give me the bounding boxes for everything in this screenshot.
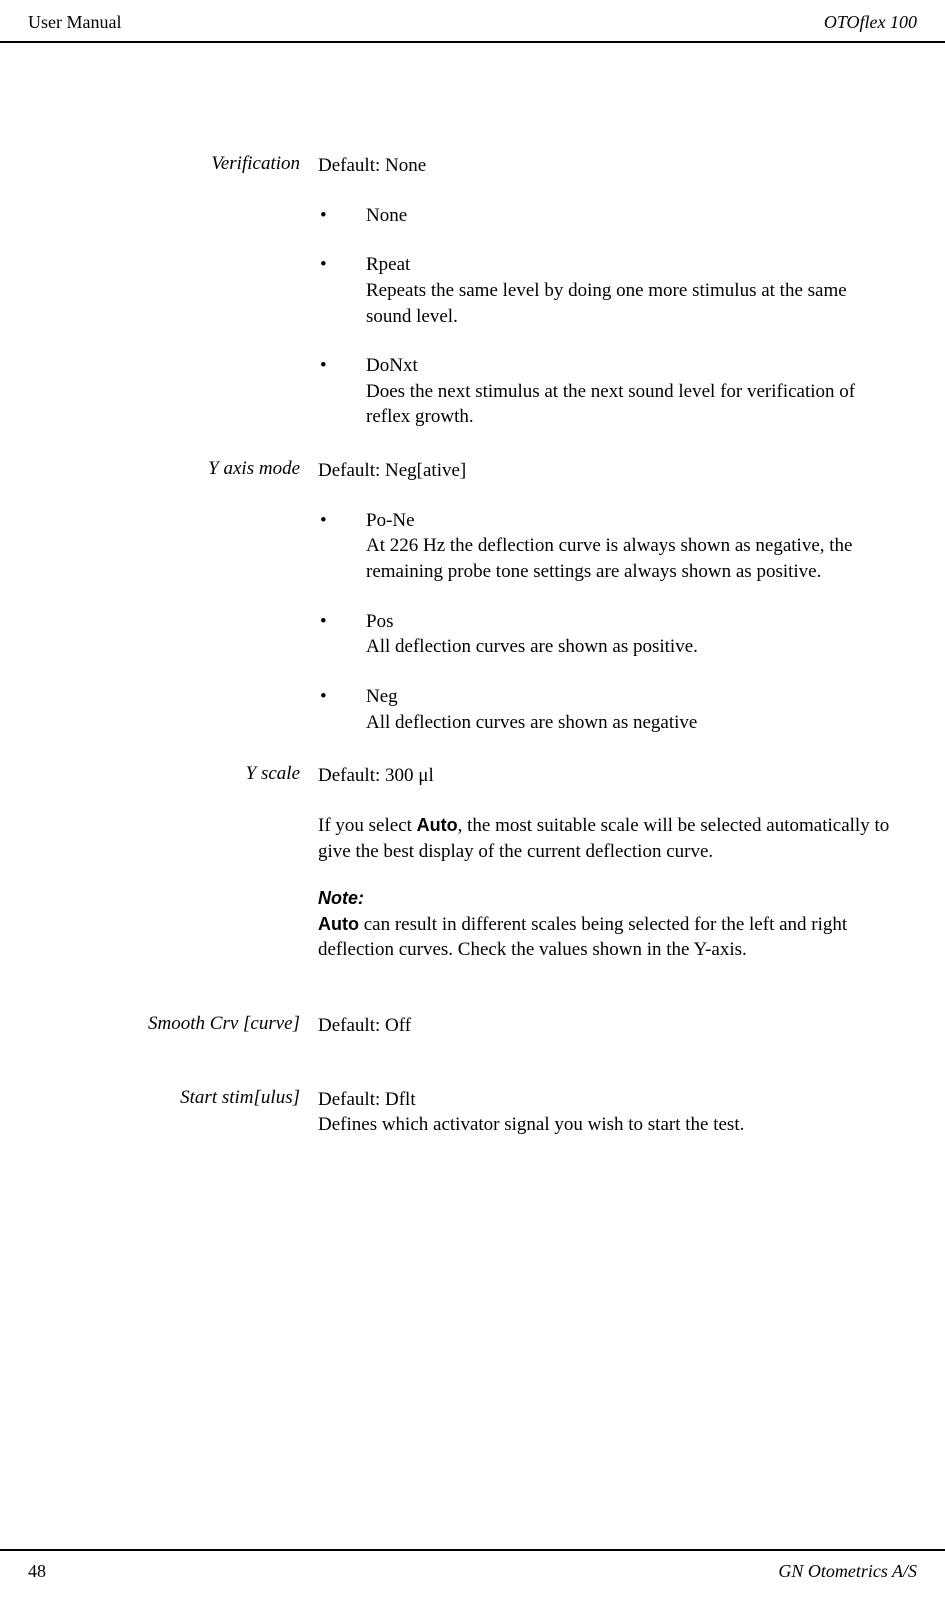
item-desc: All deflection curves are shown as negat… [366, 710, 895, 736]
yscale-content: Default: 300 μl If you select Auto, the … [318, 763, 905, 985]
item-desc: Does the next stimulus at the next sound… [366, 379, 895, 430]
verification-default: Default: None [318, 153, 895, 179]
smoothcrv-default: Default: Off [318, 1013, 895, 1039]
footer-right: GN Otometrics A/S [778, 1561, 917, 1582]
item-name: Pos [366, 609, 895, 635]
verification-item-0: • None [318, 203, 895, 229]
item-name: Po-Ne [366, 508, 895, 534]
item-desc: At 226 Hz the deflection curve is always… [366, 533, 895, 584]
yaxismode-content: Default: Neg[ative] • Po-Ne At 226 Hz th… [318, 458, 905, 735]
section-yaxismode: Y axis mode Default: Neg[ative] • Po-Ne … [40, 458, 905, 735]
bullet-text: Po-Ne At 226 Hz the deflection curve is … [366, 508, 895, 585]
startstim-desc: Defines which activator signal you wish … [318, 1112, 895, 1138]
yaxismode-item-1: • Pos All deflection curves are shown as… [318, 609, 895, 660]
page-number: 48 [28, 1561, 46, 1582]
bullet-icon: • [318, 508, 366, 585]
item-name: DoNxt [366, 353, 895, 379]
verification-content: Default: None • None • Rpeat Repeats the… [318, 153, 905, 430]
item-desc: All deflection curves are shown as posit… [366, 634, 895, 660]
header-right: OTOflex 100 [824, 12, 917, 33]
section-smoothcrv: Smooth Crv [curve] Default: Off [40, 1013, 905, 1039]
bullet-icon: • [318, 203, 366, 229]
header-left: User Manual [28, 12, 121, 33]
yaxismode-default: Default: Neg[ative] [318, 458, 895, 484]
startstim-default: Default: Dflt [318, 1087, 895, 1113]
smoothcrv-label: Smooth Crv [curve] [40, 1013, 318, 1039]
note-bold: Auto [318, 914, 359, 934]
item-name: Neg [366, 684, 895, 710]
note-text: can result in different scales being sel… [318, 914, 847, 961]
page-content: Verification Default: None • None • Rpea… [0, 43, 945, 1138]
section-verification: Verification Default: None • None • Rpea… [40, 153, 905, 430]
verification-item-2: • DoNxt Does the next stimulus at the ne… [318, 353, 895, 430]
section-startstim: Start stim[ulus] Default: Dflt Defines w… [40, 1087, 905, 1138]
yscale-default: Default: 300 μl [318, 763, 895, 789]
startstim-label: Start stim[ulus] [40, 1087, 318, 1138]
verification-item-1: • Rpeat Repeats the same level by doing … [318, 252, 895, 329]
yaxismode-item-0: • Po-Ne At 226 Hz the deflection curve i… [318, 508, 895, 585]
bullet-icon: • [318, 684, 366, 735]
bullet-icon: • [318, 252, 366, 329]
item-desc: Repeats the same level by doing one more… [366, 278, 895, 329]
bullet-text: Pos All deflection curves are shown as p… [366, 609, 895, 660]
bullet-text: DoNxt Does the next stimulus at the next… [366, 353, 895, 430]
yscale-para1-bold: Auto [417, 815, 458, 835]
bullet-icon: • [318, 609, 366, 660]
verification-label: Verification [40, 153, 318, 430]
startstim-content: Default: Dflt Defines which activator si… [318, 1087, 905, 1138]
note-heading: Note: [318, 888, 364, 908]
item-name: Rpeat [366, 252, 895, 278]
yaxismode-label: Y axis mode [40, 458, 318, 735]
page-header: User Manual OTOflex 100 [0, 0, 945, 43]
section-yscale: Y scale Default: 300 μl If you select Au… [40, 763, 905, 985]
bullet-text: Neg All deflection curves are shown as n… [366, 684, 895, 735]
bullet-text: Rpeat Repeats the same level by doing on… [366, 252, 895, 329]
yscale-note: Note: Auto can result in different scale… [318, 886, 895, 963]
yscale-para1: If you select Auto, the most suitable sc… [318, 813, 895, 864]
smoothcrv-content: Default: Off [318, 1013, 905, 1039]
yaxismode-item-2: • Neg All deflection curves are shown as… [318, 684, 895, 735]
item-name: None [366, 203, 895, 229]
bullet-icon: • [318, 353, 366, 430]
yscale-para1-pre: If you select [318, 815, 417, 836]
bullet-text: None [366, 203, 895, 229]
yscale-label: Y scale [40, 763, 318, 985]
page-footer: 48 GN Otometrics A/S [0, 1549, 945, 1582]
